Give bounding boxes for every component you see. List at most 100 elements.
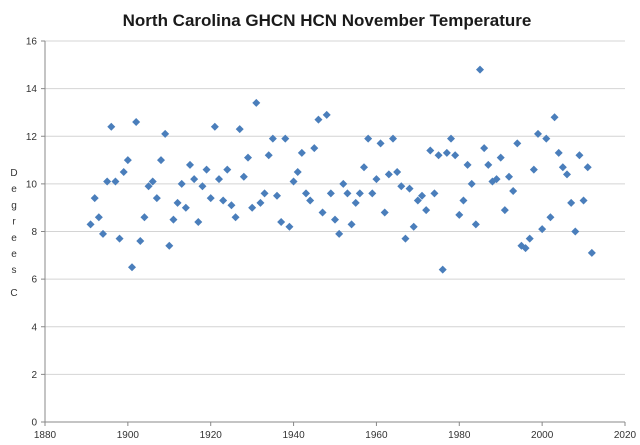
data-point (107, 122, 116, 131)
x-axis-tick-labels: 1880 1900 1920 1940 1960 1980 2000 2020 (34, 430, 637, 441)
data-point (177, 179, 186, 188)
data-point (115, 234, 124, 243)
data-point (99, 229, 107, 238)
data-point (252, 98, 261, 107)
data-point (169, 215, 178, 224)
data-point (380, 208, 389, 217)
y-tick-label-6: 6 (31, 275, 37, 286)
axes (41, 40, 626, 426)
data-point (550, 113, 559, 122)
data-point (219, 196, 228, 205)
data-point (181, 203, 190, 212)
data-point (231, 213, 240, 222)
data-point (314, 115, 323, 124)
data-point (376, 139, 385, 148)
data-point (215, 175, 223, 184)
data-point (264, 151, 273, 160)
data-point (500, 206, 509, 215)
data-point (140, 213, 149, 222)
data-point (384, 170, 393, 179)
data-point (546, 213, 555, 222)
x-tick-label-1920: 1920 (200, 430, 223, 441)
data-point (422, 206, 431, 215)
data-point (144, 182, 153, 191)
data-point (244, 153, 252, 162)
data-point (165, 241, 174, 250)
data-point (119, 167, 128, 176)
data-point (331, 215, 339, 224)
data-point (322, 110, 331, 119)
data-point (198, 182, 207, 191)
data-point (285, 222, 294, 231)
data-point (405, 184, 414, 193)
data-point (136, 237, 145, 246)
data-point (401, 234, 410, 243)
data-point (455, 210, 464, 219)
data-point (268, 134, 277, 143)
data-point (438, 265, 447, 274)
x-tick-label-1940: 1940 (282, 430, 305, 441)
data-point (281, 134, 290, 143)
data-point (347, 220, 356, 229)
data-point (364, 134, 373, 143)
data-point (442, 148, 451, 157)
data-point (123, 156, 132, 165)
data-point (558, 163, 567, 172)
data-point (289, 177, 298, 186)
data-point (542, 134, 551, 143)
x-tick-label-1980: 1980 (448, 430, 471, 441)
data-point (563, 170, 571, 179)
data-point (567, 198, 576, 207)
data-point (227, 201, 236, 210)
data-point (430, 189, 439, 198)
data-point (306, 196, 315, 205)
y-tick-label-8: 8 (31, 227, 37, 238)
data-point (260, 189, 269, 198)
data-point (583, 163, 592, 172)
data-point (248, 203, 257, 212)
data-point (368, 189, 377, 198)
data-point (190, 175, 199, 184)
data-point (277, 217, 286, 226)
data-point (434, 151, 443, 160)
data-point (575, 151, 584, 160)
data-point (235, 125, 244, 134)
data-point (496, 153, 505, 162)
data-point (521, 244, 530, 253)
data-point (505, 172, 513, 181)
data-point (480, 144, 489, 153)
data-point (467, 179, 476, 188)
data-point (302, 189, 310, 198)
data-point (206, 194, 215, 203)
data-point (459, 196, 468, 205)
data-point (186, 160, 194, 169)
data-point (513, 139, 522, 148)
y-tick-label-0: 0 (31, 418, 37, 429)
data-point (223, 165, 232, 174)
data-point (210, 122, 219, 131)
data-point (318, 208, 327, 217)
data-point (335, 229, 344, 238)
y-tick-label-14: 14 (26, 84, 38, 95)
data-point (447, 134, 455, 143)
data-point (587, 248, 596, 257)
chart-title: North Carolina GHCN HCN November Tempera… (123, 11, 532, 30)
y-tick-label-12: 12 (26, 132, 38, 143)
data-point (529, 165, 538, 174)
data-point (293, 167, 302, 176)
data-point (148, 177, 157, 186)
data-point (413, 196, 422, 205)
data-point (173, 198, 182, 207)
data-point (86, 220, 95, 229)
data-point (343, 189, 352, 198)
data-point (339, 179, 348, 188)
data-point (476, 65, 484, 74)
data-point (418, 191, 426, 200)
data-point (409, 222, 418, 231)
data-point (273, 191, 281, 200)
data-point (239, 172, 248, 181)
data-point (426, 146, 435, 155)
data-point (538, 225, 547, 234)
